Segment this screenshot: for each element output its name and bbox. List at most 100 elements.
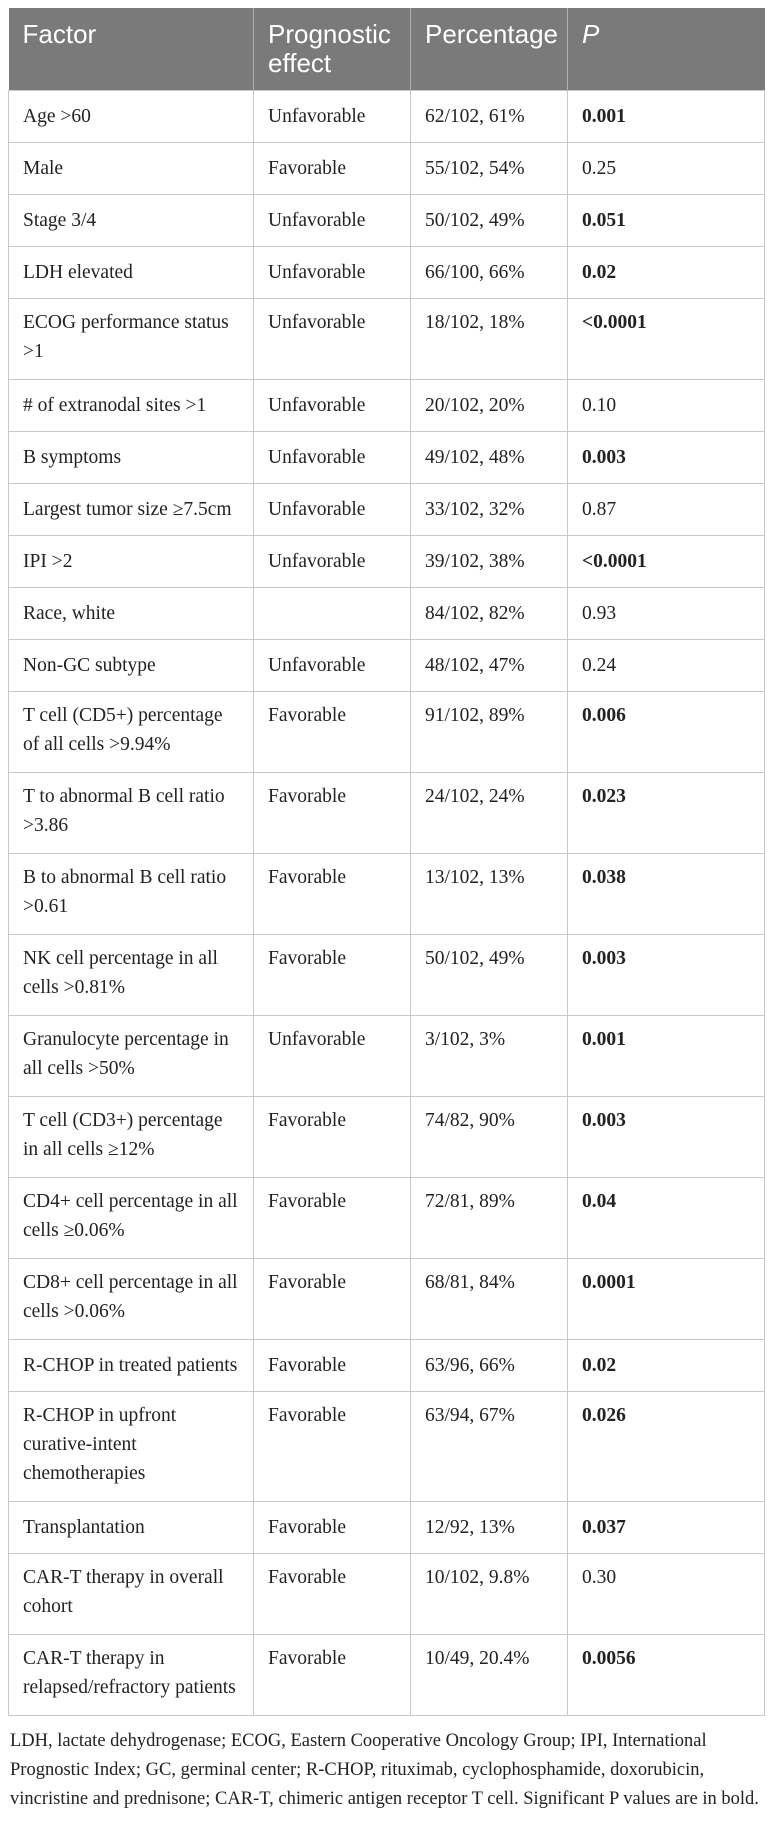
percentage-cell: 50/102, 49% [410, 934, 568, 1016]
prognostic-effect-cell: Favorable [253, 772, 411, 854]
percentage-cell: 74/82, 90% [410, 1096, 568, 1178]
table-row: NK cell percentage in all cells >0.81% Fa… [8, 934, 765, 1016]
table-row: Granulocyte percentage in all cells >50%… [8, 1015, 765, 1097]
table-row: T to abnormal B cell ratio >3.86 Favorabl… [8, 772, 765, 854]
percentage-cell: 33/102, 32% [410, 483, 568, 536]
prognostic-effect-cell: Favorable [253, 1177, 411, 1259]
factor-cell: CAR-T therapy in relapsed/refractory pat… [8, 1634, 254, 1716]
table-row: B symptoms Unfavorable 49/102, 48% 0.003 [8, 431, 765, 484]
percentage-cell: 13/102, 13% [410, 853, 568, 935]
prognostic-effect-cell: Unfavorable [253, 194, 411, 247]
header-prognostic-effect: Prognostic effect [253, 8, 411, 91]
p-value-cell: 0.93 [567, 587, 765, 640]
factor-cell: B symptoms [8, 431, 254, 484]
percentage-cell: 20/102, 20% [410, 379, 568, 432]
percentage-cell: 84/102, 82% [410, 587, 568, 640]
p-value-cell: 0.87 [567, 483, 765, 536]
factor-cell: R-CHOP in treated patients [8, 1339, 254, 1392]
percentage-cell: 66/100, 66% [410, 246, 568, 299]
p-value-cell: 0.051 [567, 194, 765, 247]
prognostic-effect-cell: Unfavorable [253, 1015, 411, 1097]
factor-cell: Stage 3/4 [8, 194, 254, 247]
table-row: Stage 3/4 Unfavorable 50/102, 49% 0.051 [8, 194, 765, 247]
factor-cell: Male [8, 142, 254, 195]
factor-cell: T cell (CD5+) percentage of all cells >9… [8, 691, 254, 773]
table-row: IPI >2 Unfavorable 39/102, 38% <0.0001 [8, 535, 765, 588]
factor-cell: R-CHOP in upfront curative-intent chemot… [8, 1391, 254, 1502]
table-row: T cell (CD5+) percentage of all cells >9… [8, 691, 765, 773]
table-container: Factor Prognostic effect Percentage P Ag… [8, 8, 765, 1814]
factor-cell: Race, white [8, 587, 254, 640]
p-value-cell: 0.003 [567, 934, 765, 1016]
percentage-cell: 10/102, 9.8% [410, 1553, 568, 1635]
percentage-cell: 10/49, 20.4% [410, 1634, 568, 1716]
prognostic-effect-cell: Unfavorable [253, 535, 411, 588]
percentage-cell: 24/102, 24% [410, 772, 568, 854]
prognostic-effect-cell: Favorable [253, 1391, 411, 1502]
p-value-cell: 0.001 [567, 90, 765, 143]
header-percentage: Percentage [410, 8, 568, 91]
table-header-row: Factor Prognostic effect Percentage P [8, 8, 765, 91]
factor-cell: # of extranodal sites >1 [8, 379, 254, 432]
factor-cell: T to abnormal B cell ratio >3.86 [8, 772, 254, 854]
percentage-cell: 68/81, 84% [410, 1258, 568, 1340]
table-row: CAR-T therapy in overall cohort Favorable… [8, 1553, 765, 1635]
p-value-cell: 0.10 [567, 379, 765, 432]
table-row: R-CHOP in upfront curative-intent chemot… [8, 1391, 765, 1502]
percentage-cell: 18/102, 18% [410, 298, 568, 380]
prognostic-effect-cell: Favorable [253, 1339, 411, 1392]
percentage-cell: 39/102, 38% [410, 535, 568, 588]
table-row: CAR-T therapy in relapsed/refractory pat… [8, 1634, 765, 1716]
p-value-cell: 0.038 [567, 853, 765, 935]
percentage-cell: 63/96, 66% [410, 1339, 568, 1392]
prognostic-effect-cell: Favorable [253, 1501, 411, 1554]
header-p-value: P [567, 8, 765, 91]
prognostic-effect-cell: Unfavorable [253, 639, 411, 692]
prognostic-effect-cell [253, 587, 411, 640]
factor-cell: NK cell percentage in all cells >0.81% [8, 934, 254, 1016]
percentage-cell: 55/102, 54% [410, 142, 568, 195]
factor-cell: Largest tumor size ≥7.5cm [8, 483, 254, 536]
prognostic-effect-cell: Favorable [253, 1258, 411, 1340]
prognostic-effect-cell: Unfavorable [253, 483, 411, 536]
table-row: ECOG performance status >1 Unfavorable 18/… [8, 298, 765, 380]
factor-cell: B to abnormal B cell ratio >0.61 [8, 853, 254, 935]
table-row: Male Favorable 55/102, 54% 0.25 [8, 142, 765, 195]
p-value-cell: 0.04 [567, 1177, 765, 1259]
prognostic-effect-cell: Unfavorable [253, 431, 411, 484]
factor-cell: LDH elevated [8, 246, 254, 299]
p-value-cell: 0.006 [567, 691, 765, 773]
table-row: Transplantation Favorable 12/92, 13% 0.037 [8, 1501, 765, 1554]
p-value-cell: 0.026 [567, 1391, 765, 1502]
factor-cell: Age >60 [8, 90, 254, 143]
percentage-cell: 62/102, 61% [410, 90, 568, 143]
factor-cell: Transplantation [8, 1501, 254, 1554]
prognostic-effect-cell: Favorable [253, 1634, 411, 1716]
table-footnote: LDH, lactate dehydrogenase; ECOG, Easter… [10, 1731, 759, 1809]
table-row: R-CHOP in treated patients Favorable 63/96… [8, 1339, 765, 1392]
percentage-cell: 50/102, 49% [410, 194, 568, 247]
p-value-cell: 0.30 [567, 1553, 765, 1635]
percentage-cell: 72/81, 89% [410, 1177, 568, 1259]
percentage-cell: 63/94, 67% [410, 1391, 568, 1502]
table-row: T cell (CD3+) percentage in all cells ≥1… [8, 1096, 765, 1178]
prognostic-effect-cell: Favorable [253, 1553, 411, 1635]
table-row: B to abnormal B cell ratio >0.61 Favorabl… [8, 853, 765, 935]
factor-cell: ECOG performance status >1 [8, 298, 254, 380]
p-value-cell: 0.0001 [567, 1258, 765, 1340]
table-row: CD4+ cell percentage in all cells ≥0.06%… [8, 1177, 765, 1259]
percentage-cell: 48/102, 47% [410, 639, 568, 692]
table-row: LDH elevated Unfavorable 66/100, 66% 0.02 [8, 246, 765, 299]
table-row: # of extranodal sites >1 Unfavorable 20/10… [8, 379, 765, 432]
p-value-cell: 0.023 [567, 772, 765, 854]
factor-cell: Granulocyte percentage in all cells >50% [8, 1015, 254, 1097]
table-row: CD8+ cell percentage in all cells >0.06%… [8, 1258, 765, 1340]
percentage-cell: 91/102, 89% [410, 691, 568, 773]
prognostic-effect-cell: Unfavorable [253, 379, 411, 432]
factor-cell: CD4+ cell percentage in all cells ≥0.06% [8, 1177, 254, 1259]
percentage-cell: 3/102, 3% [410, 1015, 568, 1097]
table-row: Largest tumor size ≥7.5cm Unfavorable 33/1… [8, 483, 765, 536]
prognostic-factors-table: Factor Prognostic effect Percentage P Ag… [8, 8, 765, 1716]
prognostic-effect-cell: Favorable [253, 142, 411, 195]
factor-cell: CD8+ cell percentage in all cells >0.06% [8, 1258, 254, 1340]
